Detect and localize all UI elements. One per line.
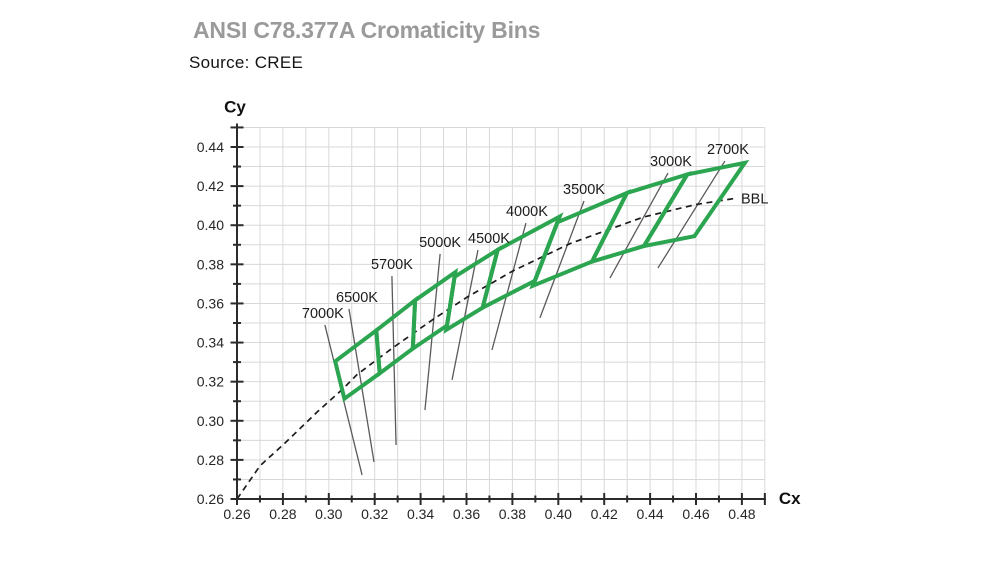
y-axis-title: Cy (224, 97, 246, 116)
cct-label-4000K: 4000K (506, 204, 548, 220)
bbl-label: BBL (741, 191, 768, 207)
x-tick-label: 0.34 (407, 506, 434, 522)
y-tick-label: 0.38 (197, 256, 224, 272)
x-tick-label: 0.46 (682, 506, 709, 522)
cct-label-7000K: 7000K (302, 306, 344, 322)
x-tick-label: 0.36 (453, 506, 480, 522)
y-tick-label: 0.36 (197, 295, 224, 311)
cct-label-3000K: 3000K (650, 154, 692, 170)
y-tick-label: 0.40 (197, 217, 224, 233)
y-tick-label: 0.28 (197, 452, 224, 468)
y-tick-label: 0.42 (197, 178, 224, 194)
y-tick-label: 0.32 (197, 374, 224, 390)
x-tick-label: 0.28 (269, 506, 296, 522)
x-tick-label: 0.38 (499, 506, 526, 522)
y-tick-label: 0.26 (197, 491, 224, 507)
isotherm-line-2700K (657, 160, 726, 269)
cct-label-5000K: 5000K (419, 235, 461, 251)
cct-label-3500K: 3500K (563, 182, 605, 198)
isotherm-line-4500K (451, 249, 479, 381)
cct-isotherm-lines (324, 160, 726, 476)
cct-label-5700K: 5700K (371, 257, 413, 273)
x-tick-label: 0.42 (591, 506, 618, 522)
axes (230, 123, 766, 505)
x-tick-label: 0.44 (636, 506, 663, 522)
x-tick-label: 0.26 (223, 506, 250, 522)
cct-label-6500K: 6500K (336, 290, 378, 306)
x-tick-label: 0.30 (315, 506, 342, 522)
bin-4500K (443, 245, 501, 334)
x-axis-title: Cx (779, 489, 801, 508)
x-tick-label: 0.40 (545, 506, 572, 522)
isotherm-line-5000K (424, 253, 441, 411)
bin-2700K (639, 159, 750, 249)
cct-label-4500K: 4500K (468, 231, 510, 247)
isotherm-line-4000K (491, 222, 527, 351)
source-label: Source: CREE (189, 53, 304, 72)
cct-label-2700K: 2700K (707, 142, 749, 158)
isotherm-line-3500K (539, 200, 585, 319)
x-tick-label: 0.32 (361, 506, 388, 522)
isotherm-line-3000K (609, 172, 669, 279)
y-tick-label: 0.30 (197, 413, 224, 429)
x-tick-label: 0.48 (728, 506, 755, 522)
ansi-bins (332, 159, 750, 403)
y-tick-label: 0.44 (197, 139, 224, 155)
page-title: ANSI C78.377A Cromaticity Bins (193, 17, 541, 43)
y-tick-label: 0.34 (197, 335, 224, 351)
